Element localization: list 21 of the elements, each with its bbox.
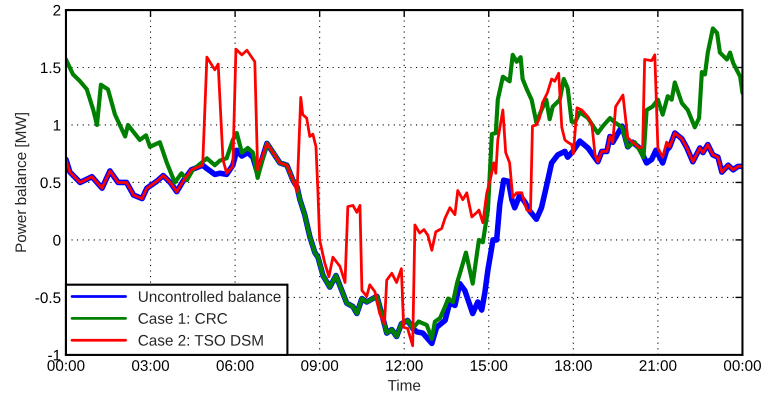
y-tick-label: 0 [53,234,61,246]
x-tick-label: 06:00 [216,360,254,371]
x-tick-label: 00:00 [47,360,84,371]
x-tick-label: 12:00 [386,360,423,371]
y-tick-label: 1 [54,120,60,131]
y-tick-label: 2 [53,4,60,16]
legend-label: Case 1: CRC [138,313,228,324]
y-axis-title: Power balance [MW] [14,113,30,252]
x-tick-label: 21:00 [640,360,676,371]
y-tick-label: 0.5 [40,177,60,188]
y-tick-label: 1.5 [41,62,60,74]
x-tick-label: 03:00 [132,360,170,371]
legend-label: Case 2: TSO DSM [138,334,263,346]
x-tick-label: 18:00 [555,360,592,371]
x-axis-title: Time [388,380,420,391]
y-tick-label: -1 [48,350,60,360]
x-tick-label: 00:00 [724,360,761,371]
legend-label: Uncontrolled balance [138,290,281,302]
x-tick-label: 15:00 [470,360,508,371]
x-tick-label: 09:00 [301,360,338,371]
y-tick-label: -0.5 [35,292,60,304]
